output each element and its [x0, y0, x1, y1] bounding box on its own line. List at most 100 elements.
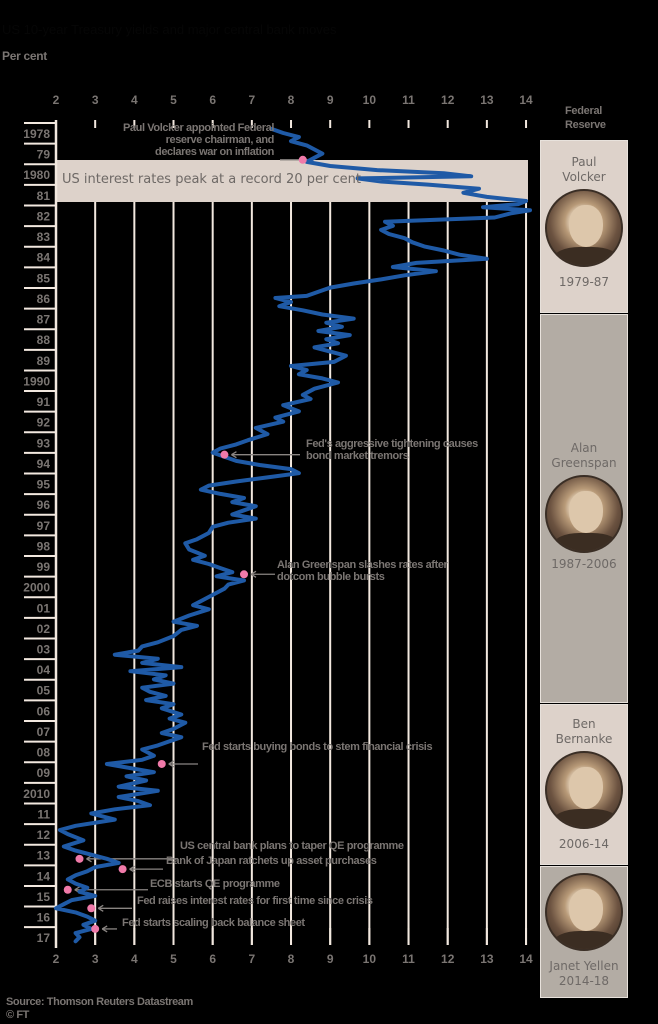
yield-line [54, 126, 532, 944]
x-tick-label: 5 [170, 952, 177, 966]
y-tick-label: 1980 [23, 168, 50, 182]
x-tick-label: 9 [327, 93, 334, 107]
panel-yellen: Janet Yellen 2014-18 [540, 866, 628, 998]
y-tick-label: 81 [37, 189, 51, 203]
x-tick-label: 13 [480, 952, 494, 966]
y-tick-label: 02 [37, 622, 51, 636]
y-tick-label: 89 [37, 354, 51, 368]
y-tick-label: 91 [37, 395, 51, 409]
y-tick-label: 87 [37, 313, 51, 327]
annotation-fed-raise: Fed raises interest rates for first time… [137, 895, 373, 907]
y-tick-label: 96 [37, 498, 51, 512]
unit-label: Per cent [2, 49, 47, 63]
y-tick-label: 04 [37, 663, 51, 677]
event-marker [75, 854, 84, 863]
x-tick-label: 3 [92, 952, 99, 966]
gridlines [54, 120, 528, 948]
x-tick-label: 6 [209, 952, 216, 966]
x-tick-label: 8 [288, 952, 295, 966]
y-tick-label: 11 [37, 807, 50, 821]
y-tick-label: 15 [37, 890, 51, 904]
x-tick-label: 5 [170, 93, 177, 107]
event-marker [91, 924, 100, 933]
y-axis-years: 1978 79 1980 81 82 83 84 85 86 87 88 89 1990 91 92 93 94… [23, 122, 55, 945]
x-tick-label: 7 [249, 952, 256, 966]
source-note: Source: Thomson Reuters Datastream © FT [6, 996, 193, 1021]
event-marker [157, 759, 166, 768]
annotation-dotcom: Alan Greenspan slashes rates after dotcom… [277, 559, 448, 583]
x-tick-label: 9 [327, 952, 334, 966]
x-tick-label: 3 [92, 93, 99, 107]
x-tick-label: 11 [402, 93, 415, 107]
y-tick-label: 99 [37, 560, 51, 574]
y-tick-label: 1990 [23, 374, 50, 388]
x-tick-label: 2 [53, 93, 60, 107]
highlight-band [56, 160, 528, 202]
x-tick-label: 10 [363, 93, 377, 107]
x-tick-label: 14 [519, 952, 533, 966]
y-tick-label: 01 [37, 601, 51, 615]
x-tick-label: 12 [441, 93, 455, 107]
y-tick-label: 85 [37, 271, 51, 285]
y-tick-label: 17 [37, 931, 51, 945]
y-tick-label: 03 [37, 643, 51, 657]
y-tick-label: 12 [37, 828, 51, 842]
chart-title: US 10-year Treasury yields and major cen… [2, 22, 337, 37]
annotation-tightening: Fed's aggressive tightening causes bond m… [306, 438, 478, 462]
y-tick-label: 06 [37, 704, 51, 718]
x-tick-label: 13 [480, 93, 494, 107]
annotation-ecb: ECB starts QE programme [150, 878, 280, 890]
panel-greenspan: Alan Greenspan 1987-2006 [540, 314, 628, 703]
y-tick-label: 98 [37, 539, 51, 553]
x-tick-label: 4 [131, 952, 138, 966]
annotation-balance-sheet: Fed starts scaling back balance sheet [122, 917, 305, 929]
portrait-volcker [545, 189, 623, 267]
x-tick-label: 8 [288, 93, 295, 107]
event-marker [240, 570, 249, 579]
y-tick-label: 09 [37, 766, 51, 780]
y-tick-label: 2000 [23, 581, 50, 595]
x-tick-label: 12 [441, 952, 455, 966]
y-tick-label: 07 [37, 725, 51, 739]
x-tick-label: 14 [519, 93, 533, 107]
x-axis-top: 2 3 4 5 6 7 8 9 10 11 12 13 14 [53, 93, 533, 107]
x-tick-label: 10 [363, 952, 377, 966]
y-tick-label: 94 [37, 457, 51, 471]
y-tick-label: 08 [37, 746, 51, 760]
x-tick-label: 7 [249, 93, 256, 107]
peak-band-label: US interest rates peak at a record 20 pe… [62, 172, 361, 187]
y-tick-label: 92 [37, 416, 51, 430]
y-tick-label: 2010 [23, 787, 50, 801]
y-tick-label: 88 [37, 333, 51, 347]
y-tick-label: 84 [37, 251, 51, 265]
y-tick-label: 79 [37, 148, 51, 162]
panel-volcker: Paul Volcker 1979-87 [540, 140, 628, 313]
event-marker [298, 155, 307, 164]
y-tick-label: 95 [37, 478, 51, 492]
y-tick-label: 16 [37, 911, 51, 925]
x-tick-label: 4 [131, 93, 138, 107]
x-tick-label: 2 [53, 952, 60, 966]
annotation-taper: US central bank plans to taper QE progra… [180, 840, 404, 852]
y-tick-label: 05 [37, 684, 51, 698]
portrait-bernanke [545, 751, 623, 829]
federal-reserve-heading: Federal Reserve [565, 105, 606, 131]
y-tick-label: 93 [37, 436, 51, 450]
annotation-volcker: Paul Volcker appointed Federal reserve ch… [122, 122, 274, 158]
event-markers [63, 155, 307, 933]
portrait-yellen [545, 873, 623, 951]
y-tick-label: 86 [37, 292, 51, 306]
event-marker [63, 885, 72, 894]
y-tick-label: 82 [37, 209, 51, 223]
annotation-arrows [74, 156, 316, 933]
y-tick-label: 13 [37, 849, 51, 863]
y-tick-label: 97 [37, 519, 51, 533]
y-tick-label: 14 [37, 869, 51, 883]
annotation-boj: Bank of Japan ratchets up asset purchase… [166, 855, 377, 867]
x-tick-label: 6 [209, 93, 216, 107]
y-tick-label: 1978 [23, 127, 50, 141]
annotation-fed-bonds: Fed starts buying bonds to stem financia… [202, 741, 433, 753]
event-marker [118, 865, 127, 874]
x-axis-bottom: 2 3 4 5 6 7 8 9 10 11 12 13 14 [53, 952, 533, 966]
